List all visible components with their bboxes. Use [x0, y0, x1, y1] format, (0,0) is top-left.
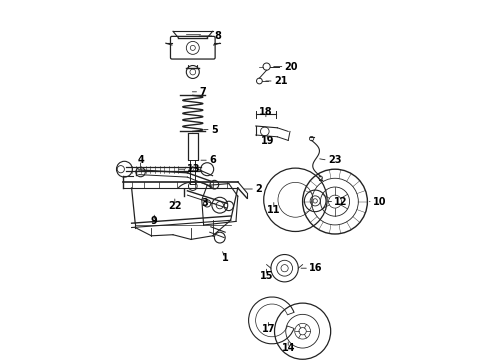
Text: 13: 13 — [187, 164, 201, 174]
Text: 12: 12 — [334, 197, 348, 207]
Text: 10: 10 — [373, 197, 386, 207]
Text: 23: 23 — [328, 155, 342, 165]
FancyBboxPatch shape — [171, 36, 215, 59]
Text: 5: 5 — [211, 125, 218, 135]
Text: 6: 6 — [209, 155, 216, 165]
Text: 9: 9 — [151, 216, 158, 226]
Text: 21: 21 — [274, 76, 287, 86]
Text: 14: 14 — [281, 343, 295, 353]
Text: 3: 3 — [201, 198, 208, 208]
Text: 1: 1 — [222, 253, 228, 264]
Text: 2: 2 — [255, 184, 262, 194]
Text: 17: 17 — [262, 324, 275, 334]
Text: 20: 20 — [285, 62, 298, 72]
Text: 4: 4 — [137, 155, 144, 165]
Text: 11: 11 — [267, 204, 281, 215]
Text: 16: 16 — [309, 263, 322, 273]
Text: 7: 7 — [199, 87, 206, 97]
Text: 22: 22 — [168, 201, 182, 211]
Text: 18: 18 — [259, 107, 273, 117]
Text: 19: 19 — [261, 136, 274, 146]
Text: 8: 8 — [215, 31, 221, 41]
Text: 15: 15 — [260, 271, 273, 281]
